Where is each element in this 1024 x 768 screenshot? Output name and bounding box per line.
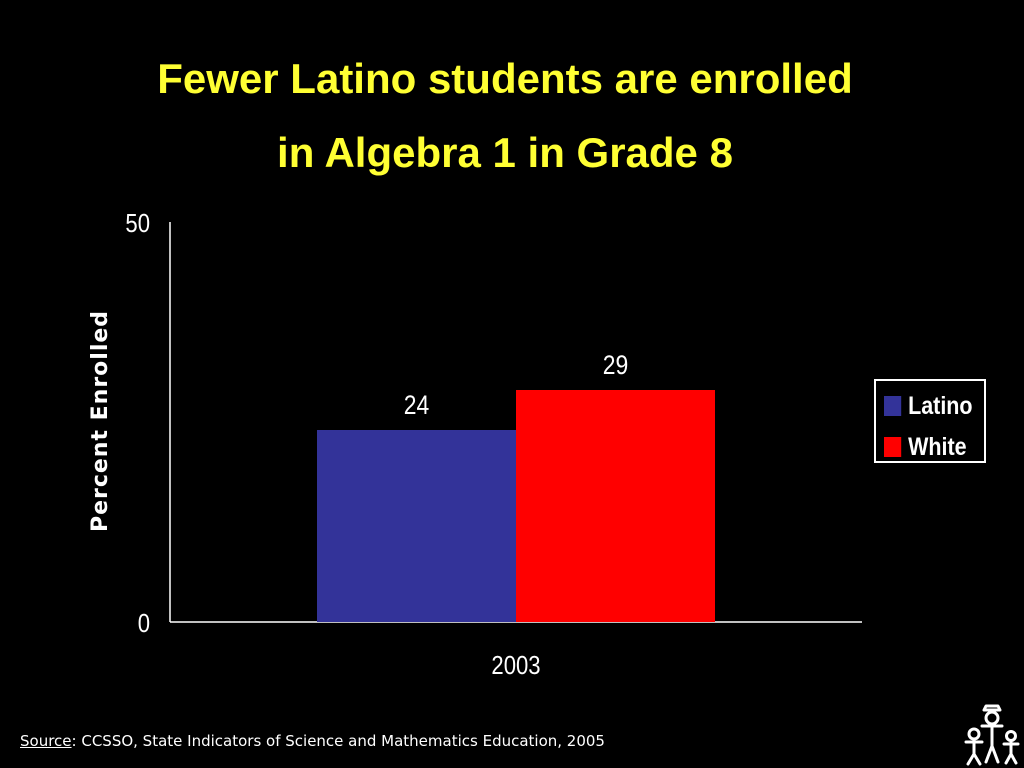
source-citation: Source: CCSSO, State Indicators of Scien… — [20, 732, 605, 750]
bar-white — [516, 390, 715, 622]
slide-title-line-2: in Algebra 1 in Grade 8 — [277, 129, 733, 176]
data-label-white: 29 — [603, 350, 629, 380]
slide-title-line-1: Fewer Latino students are enrolled — [157, 55, 853, 102]
source-label: Source — [20, 732, 72, 750]
y-tick-label-0: 0 — [138, 609, 150, 638]
legend-label-white: White — [908, 432, 967, 461]
legend-swatch-white — [884, 437, 902, 457]
x-tick-label-0: 2003 — [491, 651, 540, 680]
source-text: : CCSSO, State Indicators of Science and… — [71, 732, 605, 750]
y-tick-label-1: 50 — [125, 209, 150, 238]
legend-item-latino: Latino — [884, 392, 973, 420]
legend-label-latino: Latino — [908, 391, 973, 420]
slide-title: Fewer Latino students are enrolled in Al… — [0, 42, 1010, 190]
data-label-latino: 24 — [404, 390, 430, 420]
y-axis-label: Percent Enrolled — [88, 310, 113, 532]
legend-item-white: White — [884, 433, 967, 461]
children-figures-logo-icon — [964, 704, 1020, 766]
legend-swatch-latino — [884, 396, 902, 416]
bar-latino — [317, 430, 516, 622]
chart-legend: Latino White — [874, 379, 986, 463]
